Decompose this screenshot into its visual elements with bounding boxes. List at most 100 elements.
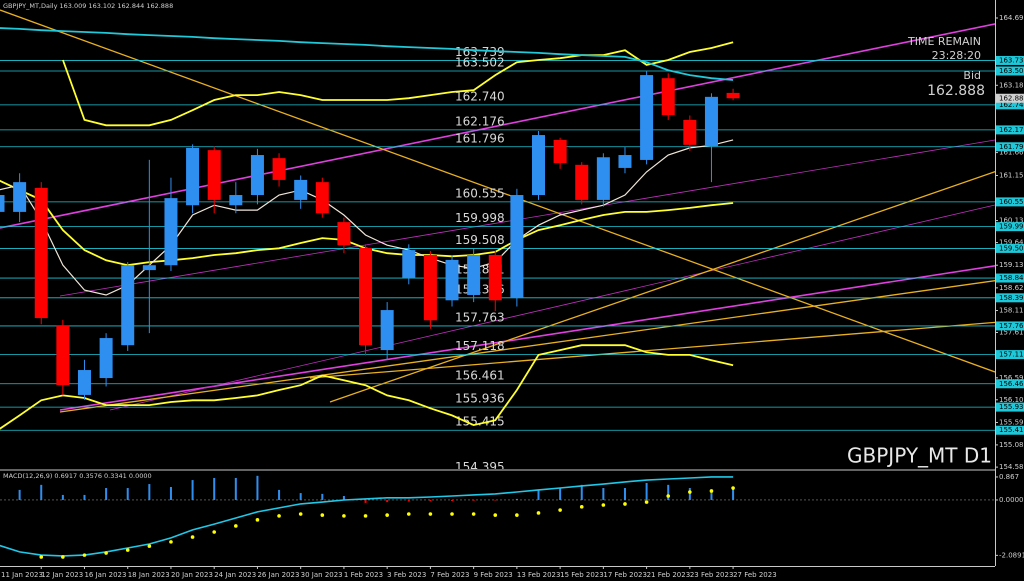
y-tick-label: 154.585 <box>999 463 1024 471</box>
y-tick-label: 161.150 <box>999 171 1024 179</box>
y-tick-label: 160.135 <box>999 217 1024 225</box>
axes: 164.695 163.180 161.665 161.150 160.135 159.6… <box>1 14 1024 579</box>
candles <box>0 71 740 400</box>
macd-dot <box>234 524 238 528</box>
macd-dot <box>82 553 87 557</box>
level-label: 157.118 <box>455 339 505 353</box>
x-tick-label: 27 Feb 2023 <box>733 571 777 579</box>
candle-body <box>402 250 416 279</box>
bid-axis-box <box>996 93 1024 103</box>
macd-dot <box>558 508 562 512</box>
macd-dot <box>125 548 130 552</box>
macd-bar <box>429 499 432 502</box>
macd-line <box>0 476 734 557</box>
macd-bar <box>105 488 108 500</box>
x-tick-label: 9 Feb 2023 <box>474 571 513 579</box>
overlay-line <box>0 344 734 430</box>
candle-body <box>315 182 329 214</box>
macd-bar <box>623 488 626 500</box>
candle-body <box>596 157 610 200</box>
x-tick-label: 1 Feb 2023 <box>344 571 383 579</box>
macd-bar <box>256 475 259 500</box>
level-axis-box <box>996 243 1024 253</box>
level-label: 159.998 <box>455 211 505 225</box>
level-axis-label: 156.461 <box>999 380 1024 388</box>
macd-bar <box>234 477 237 500</box>
candle-body <box>164 198 178 266</box>
overlays <box>0 27 734 430</box>
macd-dot <box>39 555 44 559</box>
macd-dot <box>320 513 325 517</box>
macd-bar <box>61 494 64 500</box>
y-tick-label: 156.100 <box>999 396 1024 404</box>
candle-body <box>77 370 91 395</box>
time-remain-label: TIME REMAIN <box>907 35 981 48</box>
macd-dot <box>298 512 303 516</box>
y-tick-label: 155.590 <box>999 418 1024 426</box>
macd-bar <box>407 499 410 502</box>
macd-dot <box>104 551 108 555</box>
candle-body <box>532 135 545 196</box>
level-label: 154.395 <box>455 460 505 474</box>
candle-body <box>618 155 632 168</box>
candle-body <box>423 254 437 321</box>
level-label: 157.763 <box>455 310 505 324</box>
overlay-line <box>62 41 734 127</box>
level-axis-box <box>996 402 1024 412</box>
level-label: 155.936 <box>455 392 505 406</box>
x-tick-label: 11 Jan 2023 <box>1 571 43 579</box>
x-tick-label: 17 Feb 2023 <box>603 571 647 579</box>
level-axis-box <box>996 379 1024 389</box>
candle-body <box>467 254 481 295</box>
level-axis-label: 162.176 <box>999 126 1024 134</box>
macd-dot <box>471 512 476 516</box>
macd-bar <box>494 499 497 501</box>
macd-bar <box>126 488 129 500</box>
y-tick-label: 163.180 <box>999 81 1024 89</box>
macd-bar <box>321 493 324 500</box>
macd-bar <box>667 484 670 500</box>
trend-line <box>0 9 995 373</box>
y-tick-label: 156.595 <box>999 374 1024 382</box>
candle-body <box>337 222 351 246</box>
level-axis-box <box>996 425 1024 435</box>
x-tick-label: 30 Jan 2023 <box>301 571 343 579</box>
y-tick-label: 158.620 <box>999 284 1024 292</box>
macd-pane <box>0 475 995 559</box>
trend-line <box>309 321 995 379</box>
candle-body <box>56 325 70 386</box>
level-axis-box <box>996 66 1024 76</box>
candle-body <box>510 195 524 299</box>
macd-bar <box>580 484 583 500</box>
macd-dot <box>190 535 195 539</box>
macd-dot <box>255 518 260 522</box>
level-label: 163.739 <box>455 45 505 59</box>
candle-body <box>445 259 459 301</box>
level-axis-label: 160.555 <box>999 198 1024 206</box>
x-tick-label: 23 Feb 2023 <box>690 571 734 579</box>
macd-dot <box>428 512 433 516</box>
level-axis-box <box>996 142 1024 152</box>
level-axis-box <box>996 273 1024 283</box>
bid-value: 162.888 <box>927 83 985 99</box>
candle-body <box>661 78 675 116</box>
y-tick-label: 161.665 <box>999 149 1024 157</box>
time-remain: 23:28:20 <box>932 49 981 62</box>
macd-bar <box>732 486 735 500</box>
candle-body <box>13 182 27 212</box>
level-axis-box <box>996 222 1024 232</box>
macd-bar <box>710 489 713 500</box>
trend-line <box>109 204 995 411</box>
x-tick-label: 7 Feb 2023 <box>430 571 469 579</box>
macd-dot <box>579 505 584 509</box>
level-axis-label: 163.739 <box>999 56 1024 64</box>
trend-line <box>59 264 995 411</box>
macd-bar <box>364 499 367 503</box>
x-tick-label: 20 Jan 2023 <box>171 571 213 579</box>
level-label: 159.508 <box>455 233 505 247</box>
y-tick-label: 159.640 <box>999 239 1024 247</box>
candle-body <box>121 265 135 346</box>
level-axis-box <box>996 125 1024 135</box>
macd-dot <box>666 494 671 498</box>
y-tick-label: 157.615 <box>999 329 1024 337</box>
